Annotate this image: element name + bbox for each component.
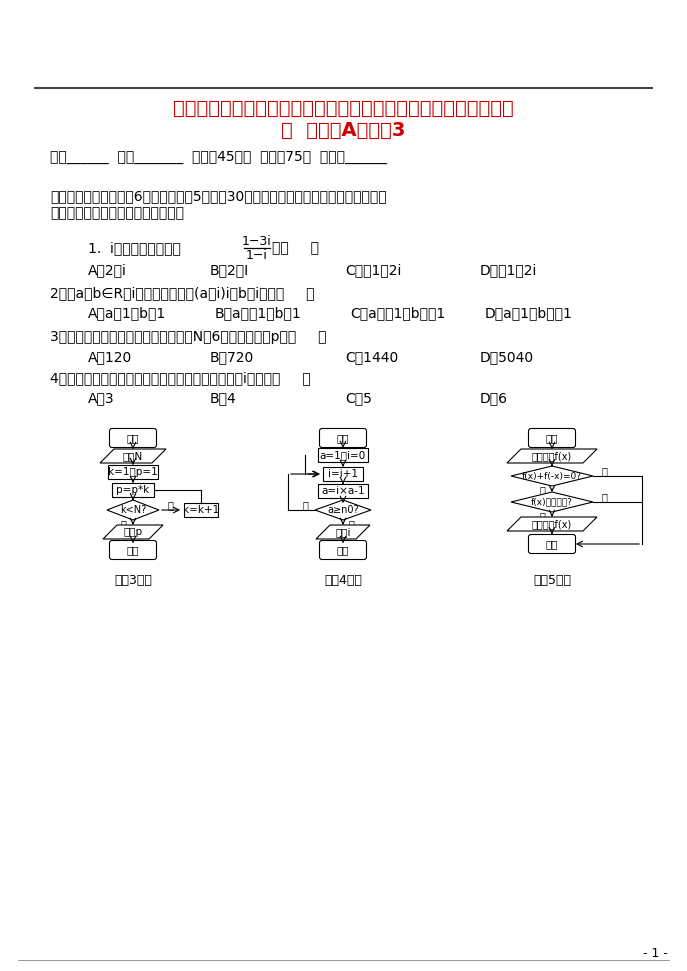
Polygon shape xyxy=(511,466,593,486)
Text: p=p*k: p=p*k xyxy=(116,485,150,495)
Polygon shape xyxy=(107,500,159,520)
Text: 是: 是 xyxy=(167,500,173,510)
Text: A．3: A．3 xyxy=(88,391,115,405)
Text: 开始: 开始 xyxy=(126,433,139,443)
FancyBboxPatch shape xyxy=(109,428,157,448)
Text: A．a＝1，b＝1: A．a＝1，b＝1 xyxy=(88,306,166,320)
Text: 开始: 开始 xyxy=(545,433,559,443)
Text: （第5题）: （第5题） xyxy=(533,574,571,586)
Text: 是: 是 xyxy=(539,511,545,521)
Text: 1−3i: 1−3i xyxy=(242,235,272,248)
Bar xyxy=(184,503,218,517)
Text: f(x)+f(-x)=0?: f(x)+f(-x)=0? xyxy=(522,472,582,481)
Text: 符合题目要求的一项填在答题卡上．: 符合题目要求的一项填在答题卡上． xyxy=(50,206,184,220)
FancyBboxPatch shape xyxy=(319,541,366,559)
Text: a≥n0?: a≥n0? xyxy=(327,505,359,515)
FancyBboxPatch shape xyxy=(528,534,576,553)
Bar xyxy=(112,483,154,497)
Polygon shape xyxy=(315,500,371,520)
Polygon shape xyxy=(100,449,166,463)
Text: 一、选择题：本大题共6小题，每小题5分，共30分。在每小题给出的四个选项中，选出: 一、选择题：本大题共6小题，每小题5分，共30分。在每小题给出的四个选项中，选出 xyxy=(50,189,387,203)
Text: 3．执行如图的程序框图，如果输入的N是6，那么输出的p是（     ）: 3．执行如图的程序框图，如果输入的N是6，那么输出的p是（ ） xyxy=(50,330,326,344)
Text: 1−i: 1−i xyxy=(246,249,268,261)
Text: 结束: 结束 xyxy=(337,545,349,555)
Text: C．－1＋2i: C．－1＋2i xyxy=(345,263,401,277)
Text: a=1，i=0: a=1，i=0 xyxy=(320,450,366,460)
Text: 四川省宜宾县第一中学校高考数学《算法初步、复数》专题训练试: 四川省宜宾县第一中学校高考数学《算法初步、复数》专题训练试 xyxy=(172,98,513,117)
Text: （第4题）: （第4题） xyxy=(324,574,362,586)
Text: 是: 是 xyxy=(539,485,545,495)
Text: f(x)存在零点?: f(x)存在零点? xyxy=(531,497,573,507)
Text: 输出函数f(x): 输出函数f(x) xyxy=(532,519,572,529)
Text: k=1，p=1: k=1，p=1 xyxy=(108,467,158,477)
Text: （第3题）: （第3题） xyxy=(114,574,152,586)
Bar xyxy=(318,448,368,462)
Polygon shape xyxy=(316,525,370,539)
Text: k=k+1: k=k+1 xyxy=(183,505,219,515)
Text: B．a＝－1，b＝1: B．a＝－1，b＝1 xyxy=(215,306,302,320)
Text: B．4: B．4 xyxy=(210,391,237,405)
Text: 1.  i是虚数单位，复数: 1. i是虚数单位，复数 xyxy=(88,241,181,255)
Text: C．a＝－1，b＝－1: C．a＝－1，b＝－1 xyxy=(350,306,445,320)
Text: a=i×a-1: a=i×a-1 xyxy=(322,486,365,496)
Text: B．2－I: B．2－I xyxy=(210,263,249,277)
Text: 输入N: 输入N xyxy=(123,451,143,461)
Text: B．720: B．720 xyxy=(210,350,254,364)
Text: 4．阅读下面的程序框图，运行相应的程序，则输出i的值为（     ）: 4．阅读下面的程序框图，运行相应的程序，则输出i的值为（ ） xyxy=(50,371,311,385)
Text: 班级______  姓名_______  时间：45分钟  分值：75分  总得分______: 班级______ 姓名_______ 时间：45分钟 分值：75分 总得分___… xyxy=(50,150,387,164)
Text: 输入函数f(x): 输入函数f(x) xyxy=(532,451,572,461)
Text: 2．若a，b∈R，i为虚数单位，且(a＋i)i＝b＋i，则（     ）: 2．若a，b∈R，i为虚数单位，且(a＋i)i＝b＋i，则（ ） xyxy=(50,286,315,300)
FancyBboxPatch shape xyxy=(109,541,157,559)
Text: 输出p: 输出p xyxy=(124,527,143,537)
Text: 结束: 结束 xyxy=(545,539,559,549)
Text: C．5: C．5 xyxy=(345,391,372,405)
Polygon shape xyxy=(103,525,163,539)
Text: - 1 -: - 1 - xyxy=(642,947,668,959)
Text: 否: 否 xyxy=(601,492,607,502)
Text: 否: 否 xyxy=(120,519,126,529)
Text: k<N?: k<N? xyxy=(120,505,146,515)
Polygon shape xyxy=(507,449,597,463)
FancyBboxPatch shape xyxy=(319,428,366,448)
Text: D．－1－2i: D．－1－2i xyxy=(480,263,537,277)
Text: ＝（     ）: ＝（ ） xyxy=(272,241,319,255)
Text: C．1440: C．1440 xyxy=(345,350,398,364)
Text: i=i+1: i=i+1 xyxy=(328,469,358,479)
Text: 题  新人教A版必修3: 题 新人教A版必修3 xyxy=(281,120,405,140)
Text: 结束: 结束 xyxy=(126,545,139,555)
Polygon shape xyxy=(511,492,593,512)
Text: 否: 否 xyxy=(601,466,607,476)
Text: D．5040: D．5040 xyxy=(480,350,534,364)
FancyBboxPatch shape xyxy=(528,428,576,448)
Polygon shape xyxy=(507,517,597,531)
Text: 是: 是 xyxy=(348,519,354,529)
Text: D．6: D．6 xyxy=(480,391,508,405)
Text: 开始: 开始 xyxy=(337,433,349,443)
Text: D．a＝1，b＝－1: D．a＝1，b＝－1 xyxy=(485,306,573,320)
Text: A．2＋i: A．2＋i xyxy=(88,263,127,277)
Text: 否: 否 xyxy=(302,500,308,510)
Bar xyxy=(318,484,368,498)
Bar xyxy=(323,467,363,481)
Text: 输出i: 输出i xyxy=(335,527,351,537)
Bar xyxy=(108,465,158,479)
Text: A．120: A．120 xyxy=(88,350,133,364)
